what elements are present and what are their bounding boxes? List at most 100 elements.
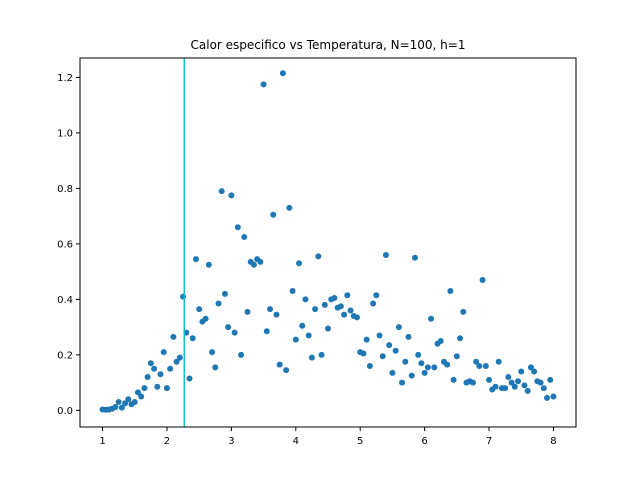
data-point [325,325,331,332]
x-tick-label: 3 [228,436,234,447]
data-point [447,288,454,295]
data-point [244,308,251,315]
data-point [550,393,557,400]
data-point [157,371,164,378]
data-point [276,361,283,368]
y-tick-label: 0.8 [57,184,73,195]
data-point [186,375,193,382]
data-point [544,394,551,401]
data-point [347,307,354,314]
data-point [134,389,141,396]
data-point [344,292,351,299]
data-point [321,301,328,308]
data-point [511,383,518,390]
data-point [302,296,309,303]
data-point [138,393,145,400]
data-point [273,311,280,318]
data-point [283,367,290,374]
data-point [315,253,322,260]
data-point [176,354,183,361]
data-point [527,364,534,371]
data-point [170,333,177,340]
data-points [99,70,557,413]
data-point [209,349,216,356]
data-point [141,385,148,392]
data-point [308,354,315,361]
x-axis: 1 2 3 4 5 6 7 8 [99,427,557,447]
data-point [457,335,464,342]
data-point [118,404,125,411]
data-point [279,70,286,77]
data-point [366,362,373,369]
x-tick-label: 7 [486,436,492,447]
data-point [144,374,151,381]
data-point [508,379,515,386]
data-point [547,376,554,383]
y-tick-label: 0.2 [57,350,73,361]
data-point [173,358,180,365]
data-point [337,303,344,310]
data-point [421,369,428,376]
data-point [405,333,412,340]
data-point [299,322,306,329]
data-point [431,364,438,371]
data-point [428,315,435,322]
data-point [376,332,383,339]
data-point [241,233,248,240]
data-point [341,311,348,318]
x-tick-label: 1 [99,436,105,447]
data-point [418,360,425,367]
data-point [453,353,460,360]
x-tick-label: 8 [550,436,556,447]
y-axis: 0.0 0.2 0.4 0.6 0.8 1.0 1.2 [57,73,80,417]
y-tick-label: 0.0 [57,406,73,417]
data-point [382,251,389,258]
data-point [189,335,196,342]
data-point [154,383,161,390]
data-point [353,314,360,321]
data-point [263,328,270,335]
x-tick-label: 2 [164,436,170,447]
data-point [192,256,199,263]
data-point [163,385,170,392]
data-point [505,374,512,381]
data-point [415,351,422,358]
data-point [363,336,370,343]
data-point [450,376,457,383]
data-point [167,365,174,372]
data-point [180,293,187,300]
y-tick-label: 1.0 [57,128,73,139]
data-point [492,383,499,390]
data-point [196,306,203,313]
data-point [402,358,409,365]
y-tick-label: 0.6 [57,239,73,250]
data-point [531,368,538,375]
data-point [424,364,431,371]
data-point [469,379,476,386]
x-tick-label: 5 [357,436,363,447]
data-point [305,332,312,339]
data-point [437,337,444,344]
data-point [228,192,235,199]
data-point [202,315,209,322]
data-point [379,353,386,360]
chart-title: Calor especifico vs Temperatura, N=100, … [191,38,466,52]
data-point [286,204,293,211]
data-point [205,261,212,268]
data-point [482,362,489,369]
data-point [460,308,467,315]
x-tick-label: 4 [293,436,299,447]
x-tick-label: 6 [421,436,427,447]
data-point [524,387,531,394]
data-point [267,306,274,313]
data-point [218,188,225,195]
data-point [234,224,241,231]
data-point [215,300,222,307]
data-point [360,350,367,357]
data-point [270,211,277,218]
data-point [495,358,502,365]
data-point [399,379,406,386]
data-point [122,400,129,407]
data-point [411,254,418,261]
